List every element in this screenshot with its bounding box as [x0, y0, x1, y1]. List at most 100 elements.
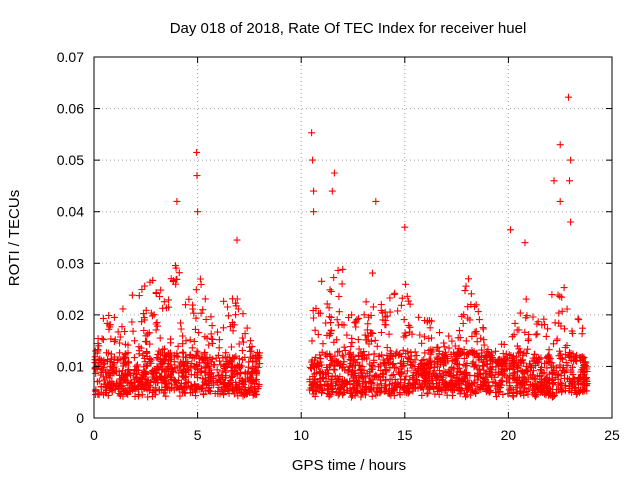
data-point — [92, 387, 100, 395]
data-point — [529, 382, 537, 390]
data-point — [111, 336, 119, 344]
data-point — [159, 304, 167, 312]
data-point — [164, 350, 172, 358]
data-point — [240, 338, 247, 346]
data-point — [416, 361, 424, 368]
data-point — [361, 373, 369, 381]
data-point — [131, 393, 139, 400]
data-point — [377, 329, 385, 336]
data-point — [474, 354, 482, 362]
data-point — [372, 197, 380, 205]
data-point — [170, 358, 178, 366]
data-point — [458, 312, 466, 320]
data-point — [544, 325, 552, 333]
data-point — [119, 385, 127, 393]
data-point — [212, 354, 220, 362]
data-point — [382, 382, 390, 390]
data-point — [569, 329, 576, 337]
data-point — [309, 156, 317, 164]
data-point — [145, 329, 153, 337]
data-point — [397, 375, 405, 383]
data-point — [220, 362, 228, 370]
data-point — [578, 366, 586, 374]
data-point — [493, 359, 501, 367]
data-point — [453, 379, 461, 387]
data-point — [507, 352, 515, 359]
data-point — [165, 357, 173, 365]
data-point — [567, 380, 575, 388]
data-point — [194, 349, 202, 357]
data-point — [323, 300, 331, 308]
data-point — [239, 376, 246, 384]
data-point — [539, 380, 547, 388]
data-point — [247, 373, 255, 381]
data-point — [401, 388, 409, 396]
data-point — [421, 349, 429, 357]
data-point — [505, 351, 513, 359]
data-point — [547, 391, 555, 399]
data-point — [333, 316, 341, 324]
data-point — [134, 361, 141, 369]
data-point — [423, 382, 431, 390]
data-point — [339, 353, 347, 361]
data-point — [253, 358, 261, 366]
data-point — [447, 350, 455, 358]
data-point — [419, 385, 427, 393]
data-point — [219, 324, 227, 332]
data-point — [253, 390, 260, 398]
data-point — [215, 383, 223, 391]
data-point — [387, 351, 395, 359]
data-point — [556, 363, 564, 371]
data-point — [191, 371, 199, 379]
data-point — [247, 337, 254, 345]
data-point — [151, 391, 159, 399]
data-point — [511, 319, 519, 327]
data-point — [520, 369, 528, 376]
data-point — [467, 391, 475, 399]
data-point — [347, 343, 355, 350]
data-point — [346, 349, 354, 357]
data-point — [397, 368, 405, 376]
data-point — [139, 351, 147, 359]
data-point — [398, 294, 406, 302]
data-point — [327, 326, 335, 334]
data-point — [499, 357, 507, 365]
data-point — [454, 368, 462, 376]
data-point — [315, 369, 323, 376]
data-point — [219, 354, 227, 362]
data-point — [190, 309, 198, 317]
data-point — [327, 288, 335, 295]
data-point — [566, 352, 574, 360]
data-point — [355, 314, 363, 322]
data-point — [325, 313, 333, 321]
data-point — [401, 223, 409, 231]
data-point — [419, 366, 427, 374]
data-point — [523, 368, 531, 375]
data-point — [567, 349, 575, 357]
data-point — [180, 373, 188, 381]
data-point — [386, 375, 394, 383]
data-point — [457, 386, 465, 394]
data-point — [390, 371, 398, 378]
data-point — [239, 334, 247, 342]
data-point — [495, 356, 503, 364]
data-point — [196, 275, 204, 283]
data-point — [173, 275, 181, 283]
data-point — [386, 390, 393, 398]
data-point — [184, 378, 192, 386]
data-point — [158, 349, 166, 357]
data-point — [462, 393, 470, 401]
x-tick-labels: 0 5 10 15 20 25 — [90, 427, 620, 443]
data-point — [116, 349, 124, 357]
data-point — [335, 293, 343, 300]
data-point — [492, 393, 500, 401]
data-point — [541, 390, 549, 398]
data-point — [362, 298, 370, 306]
data-point — [126, 379, 134, 387]
data-point — [492, 363, 500, 371]
data-point — [126, 387, 134, 395]
data-point — [433, 344, 441, 352]
data-point — [334, 358, 342, 366]
data-point — [507, 226, 514, 234]
